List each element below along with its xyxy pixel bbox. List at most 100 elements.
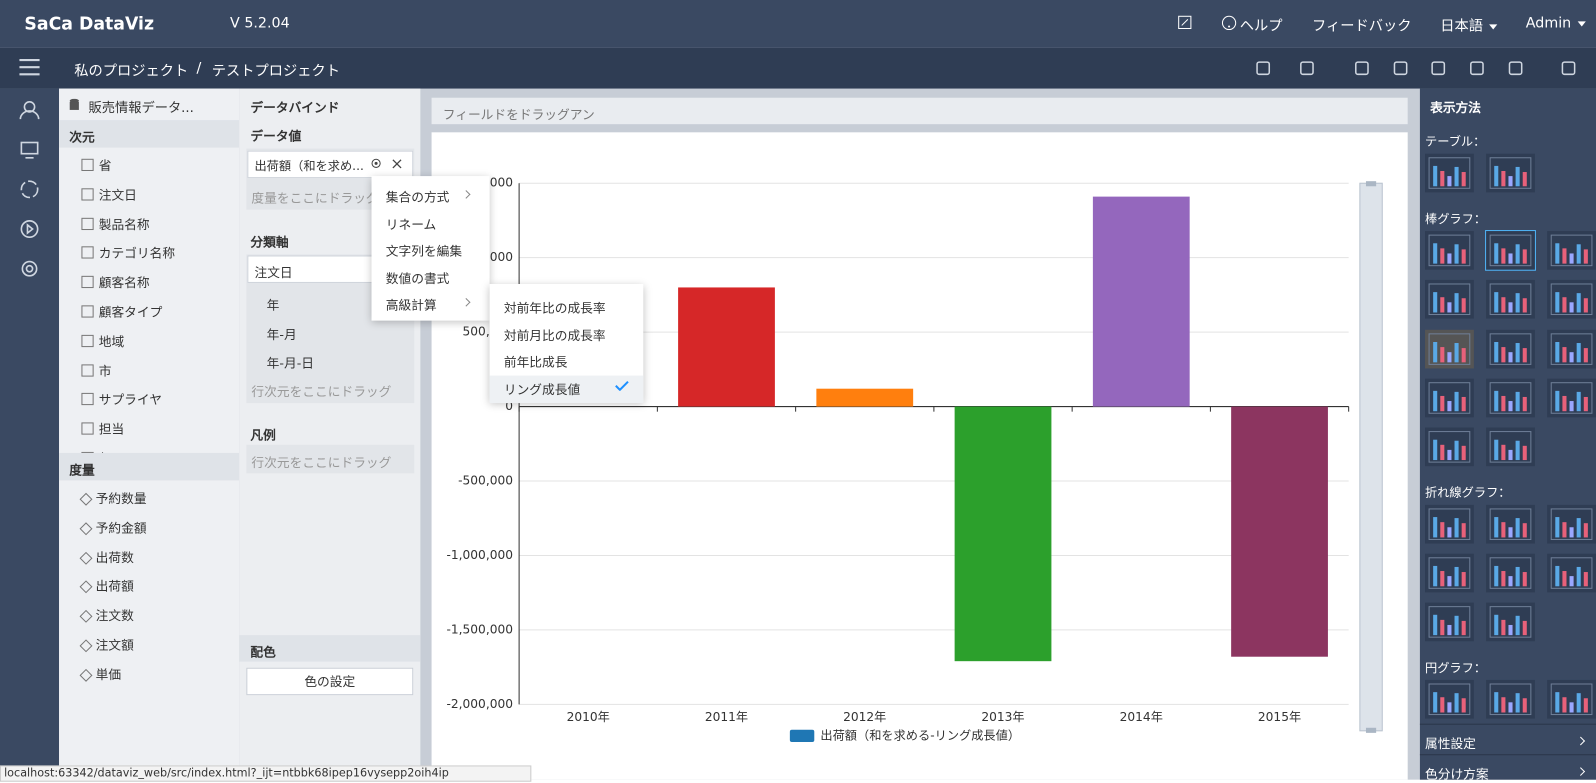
section-title: 折れ線グラフ：	[1425, 485, 1511, 500]
dimension-item[interactable]: 製品名称	[81, 213, 150, 232]
chart-type-icon[interactable]	[1547, 378, 1596, 418]
panel-divider	[1419, 754, 1596, 756]
chart-type-icon[interactable]	[1486, 602, 1535, 642]
chart-type-icon[interactable]	[1486, 329, 1535, 369]
chart-type-icon[interactable]	[1547, 329, 1596, 369]
tool-icon[interactable]	[1469, 60, 1485, 76]
x-tick-label: 2013年	[981, 710, 1024, 724]
dimension-item[interactable]: 注文日	[81, 184, 137, 203]
measure-label: 注文額	[95, 637, 134, 653]
chart-type-icon[interactable]	[1547, 504, 1596, 544]
scroll-handle	[1365, 181, 1377, 187]
dimension-item[interactable]: カテゴリ名称	[81, 243, 175, 262]
menu-item[interactable]: 集合の方式	[385, 189, 450, 205]
menu-item[interactable]: 数値の書式	[385, 270, 450, 286]
x-tick-label: 2011年	[705, 710, 748, 724]
chart-type-icon[interactable]	[1547, 231, 1596, 270]
measure-item[interactable]: 予約数量	[79, 488, 147, 507]
dimension-item[interactable]: 担当	[81, 419, 124, 438]
tool-icon[interactable]	[1507, 60, 1523, 76]
tool-icon[interactable]	[1255, 60, 1271, 76]
chart-type-panel: 表示方法 テーブル： 棒グラフ： 折れ線グラフ： 円グラフ： 属性設定 色分け方案	[1419, 88, 1596, 782]
tool-icon[interactable]	[1560, 60, 1576, 76]
menu-item[interactable]: リネーム	[385, 216, 437, 232]
measure-header: 度量	[59, 452, 240, 481]
category-option[interactable]: 年-月-日	[266, 355, 315, 371]
x-tick-label: 2012年	[843, 710, 886, 724]
chart-type-icon[interactable]	[1486, 279, 1535, 319]
measure-item[interactable]: 出荷数	[79, 546, 134, 565]
menu-icon[interactable]	[19, 58, 40, 76]
submenu-item[interactable]: 対前月比の成長率	[503, 327, 606, 343]
logo[interactable]: SaCa DataViz	[24, 14, 155, 35]
dataset-name[interactable]: 販売情報データ...	[88, 100, 194, 117]
y-tick-label: -1,500,000	[446, 622, 513, 636]
help-icon[interactable]	[1221, 15, 1237, 31]
chart-type-icon[interactable]	[1486, 427, 1535, 467]
submenu-item[interactable]: 前年比成長	[503, 354, 568, 370]
chart-type-icon[interactable]	[1425, 504, 1474, 544]
chart-type-icon[interactable]	[1425, 279, 1474, 319]
measure-item[interactable]: 注文額	[79, 634, 134, 653]
chart-type-icon[interactable]	[1485, 230, 1536, 271]
tool-icon[interactable]	[1430, 60, 1446, 76]
close-icon[interactable]	[392, 159, 402, 169]
dimension-item[interactable]: 部門	[81, 448, 124, 453]
submenu-item[interactable]: リング成長値	[503, 381, 581, 397]
measure-item[interactable]: 出荷額	[79, 575, 134, 594]
chart-type-icon[interactable]	[1547, 679, 1596, 719]
dimension-item[interactable]: 顧客名称	[81, 272, 150, 291]
tool-icon[interactable]	[1392, 60, 1408, 76]
submenu-item[interactable]: 対前年比の成長率	[503, 300, 606, 316]
chart-type-icon[interactable]	[1425, 329, 1474, 369]
chart-type-icon[interactable]	[1425, 153, 1474, 193]
panel-section[interactable]: 色分け方案	[1425, 766, 1489, 782]
field-icon	[79, 610, 93, 623]
settings-icon[interactable]	[371, 158, 382, 169]
menu-item[interactable]: 文字列を編集	[385, 243, 463, 259]
chart-type-icon[interactable]	[1486, 679, 1535, 719]
chart-type-icon[interactable]	[1425, 602, 1474, 642]
help[interactable]: ヘルプ	[1239, 18, 1283, 35]
category-title: 分類軸	[250, 234, 289, 250]
measure-item[interactable]: 単価	[79, 663, 122, 682]
breadcrumb-project[interactable]: 私のプロジェクト	[74, 63, 189, 80]
chart-type-icon[interactable]	[1486, 378, 1535, 418]
color-button[interactable]: 色の設定	[246, 667, 414, 696]
category-option[interactable]: 年-月	[266, 326, 297, 342]
panel-section[interactable]: 属性設定	[1425, 735, 1476, 752]
menu-item[interactable]: 高級計算	[385, 297, 437, 313]
dimension-item[interactable]: サプライヤ	[81, 389, 162, 408]
chart-type-icon[interactable]	[1486, 553, 1535, 593]
measure-label: 単価	[95, 666, 122, 682]
dimension-item[interactable]: 省	[81, 155, 111, 174]
chart-type-icon[interactable]	[1425, 679, 1474, 719]
dimension-item[interactable]: 顧客タイプ	[81, 301, 162, 320]
chart-type-icon[interactable]	[1486, 504, 1535, 544]
chart-type-icon[interactable]	[1547, 553, 1596, 593]
measure-item[interactable]: 予約金額	[79, 517, 147, 536]
dimension-label: 顧客タイプ	[98, 304, 163, 320]
measure-item[interactable]: 注文数	[79, 605, 134, 624]
category-option[interactable]: 年	[266, 297, 280, 313]
value-field[interactable]: 出荷額（和を求め...	[247, 150, 414, 179]
user[interactable]: Admin	[1526, 15, 1586, 32]
feedback[interactable]: フィードバック	[1312, 18, 1412, 35]
edit-icon[interactable]	[1178, 15, 1192, 30]
tool-icon[interactable]	[1354, 60, 1370, 76]
chart-type-icon[interactable]	[1425, 427, 1474, 467]
chart-type-icon[interactable]	[1547, 279, 1596, 319]
chart-type-icon[interactable]	[1425, 378, 1474, 418]
dimension-item[interactable]: 地域	[81, 331, 124, 350]
language[interactable]: 日本語	[1440, 15, 1498, 35]
drop-bar: フィールドをドラッグアン	[431, 97, 1408, 125]
db-icon	[69, 98, 79, 110]
dimension-item[interactable]: 市	[81, 360, 111, 379]
binding-panel: データバインド データ値 出荷額（和を求め... 度量をここにドラッグ 分類軸 …	[239, 88, 421, 780]
chart-type-icon[interactable]	[1486, 153, 1535, 193]
chart-type-icon[interactable]	[1425, 231, 1474, 270]
field-icon	[79, 668, 93, 682]
field-icon	[81, 334, 94, 347]
tool-icon[interactable]	[1299, 60, 1315, 76]
chart-type-icon[interactable]	[1425, 553, 1474, 593]
